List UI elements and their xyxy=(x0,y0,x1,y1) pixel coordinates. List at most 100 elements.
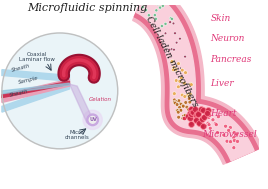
Text: Heart: Heart xyxy=(210,109,237,118)
Polygon shape xyxy=(2,81,69,98)
Point xyxy=(189,83,193,86)
Point xyxy=(180,69,184,72)
Point xyxy=(199,108,203,111)
Point xyxy=(176,109,180,112)
Point xyxy=(179,76,183,79)
Polygon shape xyxy=(2,83,69,112)
Point xyxy=(213,122,218,125)
Circle shape xyxy=(83,110,102,129)
Point xyxy=(189,122,193,125)
Point xyxy=(168,48,172,51)
Point xyxy=(154,17,158,20)
Point xyxy=(193,107,197,110)
Point xyxy=(205,112,209,115)
Circle shape xyxy=(87,114,98,126)
Point xyxy=(174,100,178,103)
Point xyxy=(191,111,195,114)
Point xyxy=(193,113,198,116)
Point xyxy=(200,125,205,128)
Point xyxy=(177,99,181,102)
Point xyxy=(187,93,191,96)
Circle shape xyxy=(2,33,118,149)
Point xyxy=(144,9,148,12)
Point xyxy=(182,82,187,85)
Point xyxy=(176,62,181,65)
Point xyxy=(185,106,189,109)
Point xyxy=(163,32,168,35)
Point xyxy=(171,22,176,25)
Point xyxy=(232,136,236,139)
Point xyxy=(188,101,192,104)
Text: Coaxial: Coaxial xyxy=(27,52,47,57)
Point xyxy=(191,111,195,114)
Point xyxy=(153,14,157,17)
Point xyxy=(174,41,179,44)
Point xyxy=(170,48,174,51)
Point xyxy=(214,123,218,126)
Point xyxy=(176,85,181,88)
Point xyxy=(173,68,178,71)
Text: Sheath: Sheath xyxy=(9,88,29,98)
Point xyxy=(181,115,186,118)
Point xyxy=(199,108,203,111)
Point xyxy=(172,92,177,95)
Point xyxy=(207,116,211,119)
Polygon shape xyxy=(2,70,69,81)
Point xyxy=(190,110,194,113)
Point xyxy=(178,80,182,83)
Text: Micro: Micro xyxy=(70,130,84,135)
Point xyxy=(172,48,176,51)
Point xyxy=(169,17,173,20)
Point xyxy=(170,60,174,63)
Text: Sheath: Sheath xyxy=(11,63,31,73)
Point xyxy=(207,123,211,126)
Circle shape xyxy=(89,116,96,123)
Point xyxy=(193,113,198,116)
Point xyxy=(181,105,185,108)
Point xyxy=(160,25,164,28)
Point xyxy=(187,95,191,98)
Point xyxy=(224,125,228,128)
Point xyxy=(175,109,179,112)
Point xyxy=(187,97,191,100)
Point xyxy=(170,60,175,63)
Point xyxy=(228,126,233,129)
Point xyxy=(185,94,190,97)
Point xyxy=(156,3,160,6)
Point xyxy=(158,6,162,9)
Point xyxy=(200,118,204,121)
Polygon shape xyxy=(136,0,254,161)
Point xyxy=(226,129,231,132)
Point xyxy=(200,118,204,121)
Polygon shape xyxy=(134,0,259,163)
Point xyxy=(141,5,145,9)
Point xyxy=(189,107,193,110)
Point xyxy=(173,32,177,35)
Point xyxy=(234,133,239,136)
Point xyxy=(194,119,198,122)
Point xyxy=(172,101,177,104)
Point xyxy=(178,102,183,105)
Point xyxy=(196,113,200,116)
Point xyxy=(178,37,182,40)
Point xyxy=(202,115,206,118)
Point xyxy=(194,119,198,122)
Point xyxy=(189,122,193,125)
Point xyxy=(186,114,190,117)
Point xyxy=(228,140,233,143)
Point xyxy=(196,113,200,116)
Point xyxy=(202,115,206,118)
Point xyxy=(154,9,158,12)
Point xyxy=(161,4,165,7)
Point xyxy=(168,21,172,24)
Point xyxy=(232,139,237,142)
Text: Microvessel: Microvessel xyxy=(203,130,257,139)
Text: Cell-laden microfibers: Cell-laden microfibers xyxy=(144,15,199,109)
Text: Pancreas: Pancreas xyxy=(210,55,252,64)
Point xyxy=(200,108,205,111)
Text: Gelation: Gelation xyxy=(89,97,112,101)
Point xyxy=(208,127,212,130)
Point xyxy=(232,131,236,134)
Point xyxy=(206,109,210,112)
Text: Laminar flow: Laminar flow xyxy=(19,57,55,62)
